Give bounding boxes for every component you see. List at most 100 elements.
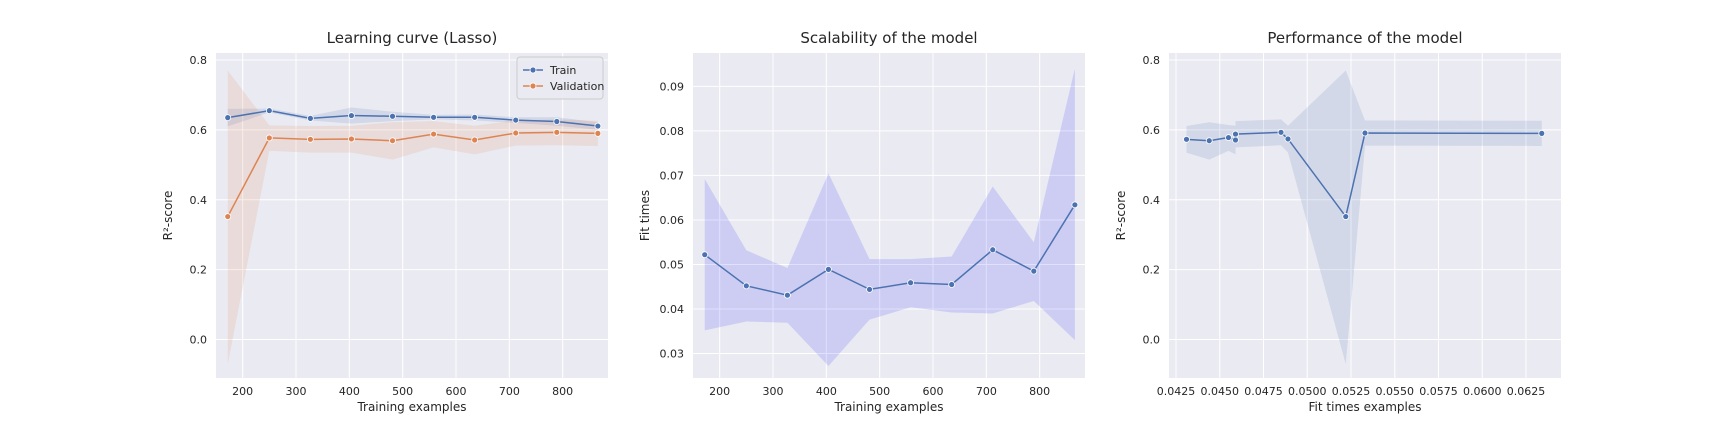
data-point [306, 114, 314, 122]
legend-swatch-marker [529, 66, 537, 74]
data-point [389, 137, 396, 145]
y-axis-label: R²-score [161, 191, 175, 241]
data-point [907, 279, 914, 287]
data-point [1225, 134, 1232, 141]
x-tick-label: 0.0525 [1332, 385, 1371, 398]
data-point [1071, 201, 1079, 209]
y-tick-label: 0.6 [1143, 124, 1161, 137]
data-point [1205, 137, 1213, 145]
x-tick-label: 500 [869, 385, 890, 398]
data-point [594, 122, 602, 130]
x-tick-label: 0.0625 [1507, 385, 1546, 398]
data-point [784, 291, 791, 299]
y-tick-label: 0.4 [1143, 194, 1161, 207]
legend-box [516, 56, 604, 100]
x-tick-label: 0.0500 [1288, 385, 1327, 398]
series-line [704, 204, 1076, 296]
data-point [553, 118, 561, 125]
x-tick-label: 400 [339, 385, 360, 398]
chart-title: Scalability of the model [800, 29, 977, 47]
y-tick-label: 0.05 [660, 258, 685, 271]
data-point [1538, 129, 1546, 137]
data-point [348, 135, 355, 143]
chart-panel-1: 200 300 400 500 600 700 800 0.0 0.2 0.4 0.6 0.8 Lear… [161, 29, 608, 414]
plot-area [216, 53, 608, 378]
data-point [265, 134, 273, 142]
x-tick-label: 0.0450 [1201, 385, 1240, 398]
x-tick-label: 700 [499, 385, 520, 398]
data-point [1183, 135, 1190, 143]
x-tick-label: 0.0575 [1419, 385, 1458, 398]
x-axis-label: Training examples [833, 400, 943, 414]
plot-area [693, 53, 1085, 378]
y-tick-label: 0.8 [190, 54, 208, 67]
plot-area [1169, 53, 1561, 378]
data-point [306, 135, 314, 143]
x-tick-label: 400 [816, 385, 837, 398]
data-point [1277, 128, 1285, 136]
series-line [227, 109, 598, 127]
x-tick-label: 0.0425 [1157, 385, 1196, 398]
data-point [594, 129, 602, 137]
data-point [1232, 136, 1239, 144]
data-point [1232, 130, 1239, 138]
data-point [348, 112, 355, 119]
data-point [825, 265, 832, 273]
y-tick-label: 0.0 [1143, 334, 1161, 347]
x-tick-label: 0.0550 [1376, 385, 1415, 398]
data-point [471, 136, 479, 144]
x-tick-label: 800 [1029, 385, 1050, 398]
data-point [224, 213, 232, 220]
x-tick-label: 500 [392, 385, 413, 398]
legend-swatch-marker [529, 82, 537, 90]
data-point [430, 130, 438, 138]
data-point [989, 246, 997, 254]
chart-panel-2: 200 300 400 500 600 700 800 0.03 0.04 0.05 0.06 0.0… [638, 29, 1085, 414]
series-line [227, 131, 598, 217]
legend-label: Validation [550, 80, 604, 93]
x-axis-label: Fit times examples [1309, 400, 1422, 414]
chart-title: Performance of the model [1267, 29, 1462, 47]
x-tick-label: 300 [763, 385, 784, 398]
data-point [512, 116, 520, 124]
x-tick-label: 600 [446, 385, 467, 398]
y-tick-label: 0.08 [660, 125, 685, 138]
data-point [701, 251, 709, 259]
x-tick-label: 600 [923, 385, 944, 398]
y-tick-label: 0.8 [1143, 54, 1161, 67]
data-point [512, 129, 520, 137]
data-point [1284, 135, 1292, 143]
data-point [471, 113, 479, 121]
confidence-band [1186, 70, 1542, 365]
x-axis-label: Training examples [356, 400, 466, 414]
data-point [224, 114, 232, 122]
data-point [389, 112, 396, 120]
y-tick-label: 0.2 [190, 264, 208, 277]
data-point [948, 281, 956, 288]
x-tick-label: 0.0475 [1244, 385, 1283, 398]
x-tick-label: 200 [709, 385, 730, 398]
data-point [866, 286, 873, 293]
series-line [1186, 131, 1542, 219]
y-tick-label: 0.07 [660, 169, 685, 182]
y-axis-label: R²-score [1114, 191, 1128, 241]
x-tick-label: 300 [286, 385, 307, 398]
chart-panel-3: 0.0425 0.0450 0.0475 0.0500 0.0525 0.0550 0.05… [1114, 29, 1561, 414]
data-point [265, 107, 273, 115]
data-point [1361, 129, 1369, 137]
x-tick-label: 200 [232, 385, 253, 398]
y-tick-label: 0.06 [660, 214, 685, 227]
legend-label: Train [549, 64, 576, 77]
data-point [1030, 267, 1038, 275]
y-tick-label: 0.04 [660, 303, 685, 316]
data-point [1342, 213, 1350, 220]
x-tick-label: 700 [976, 385, 997, 398]
legend: Train Validation [516, 56, 604, 100]
confidence-band [704, 68, 1075, 366]
confidence-band [227, 107, 598, 130]
y-axis-label: Fit times [638, 190, 652, 241]
y-tick-label: 0.09 [660, 80, 685, 93]
chart-title: Learning curve (Lasso) [327, 29, 498, 47]
y-tick-label: 0.2 [1143, 264, 1161, 277]
